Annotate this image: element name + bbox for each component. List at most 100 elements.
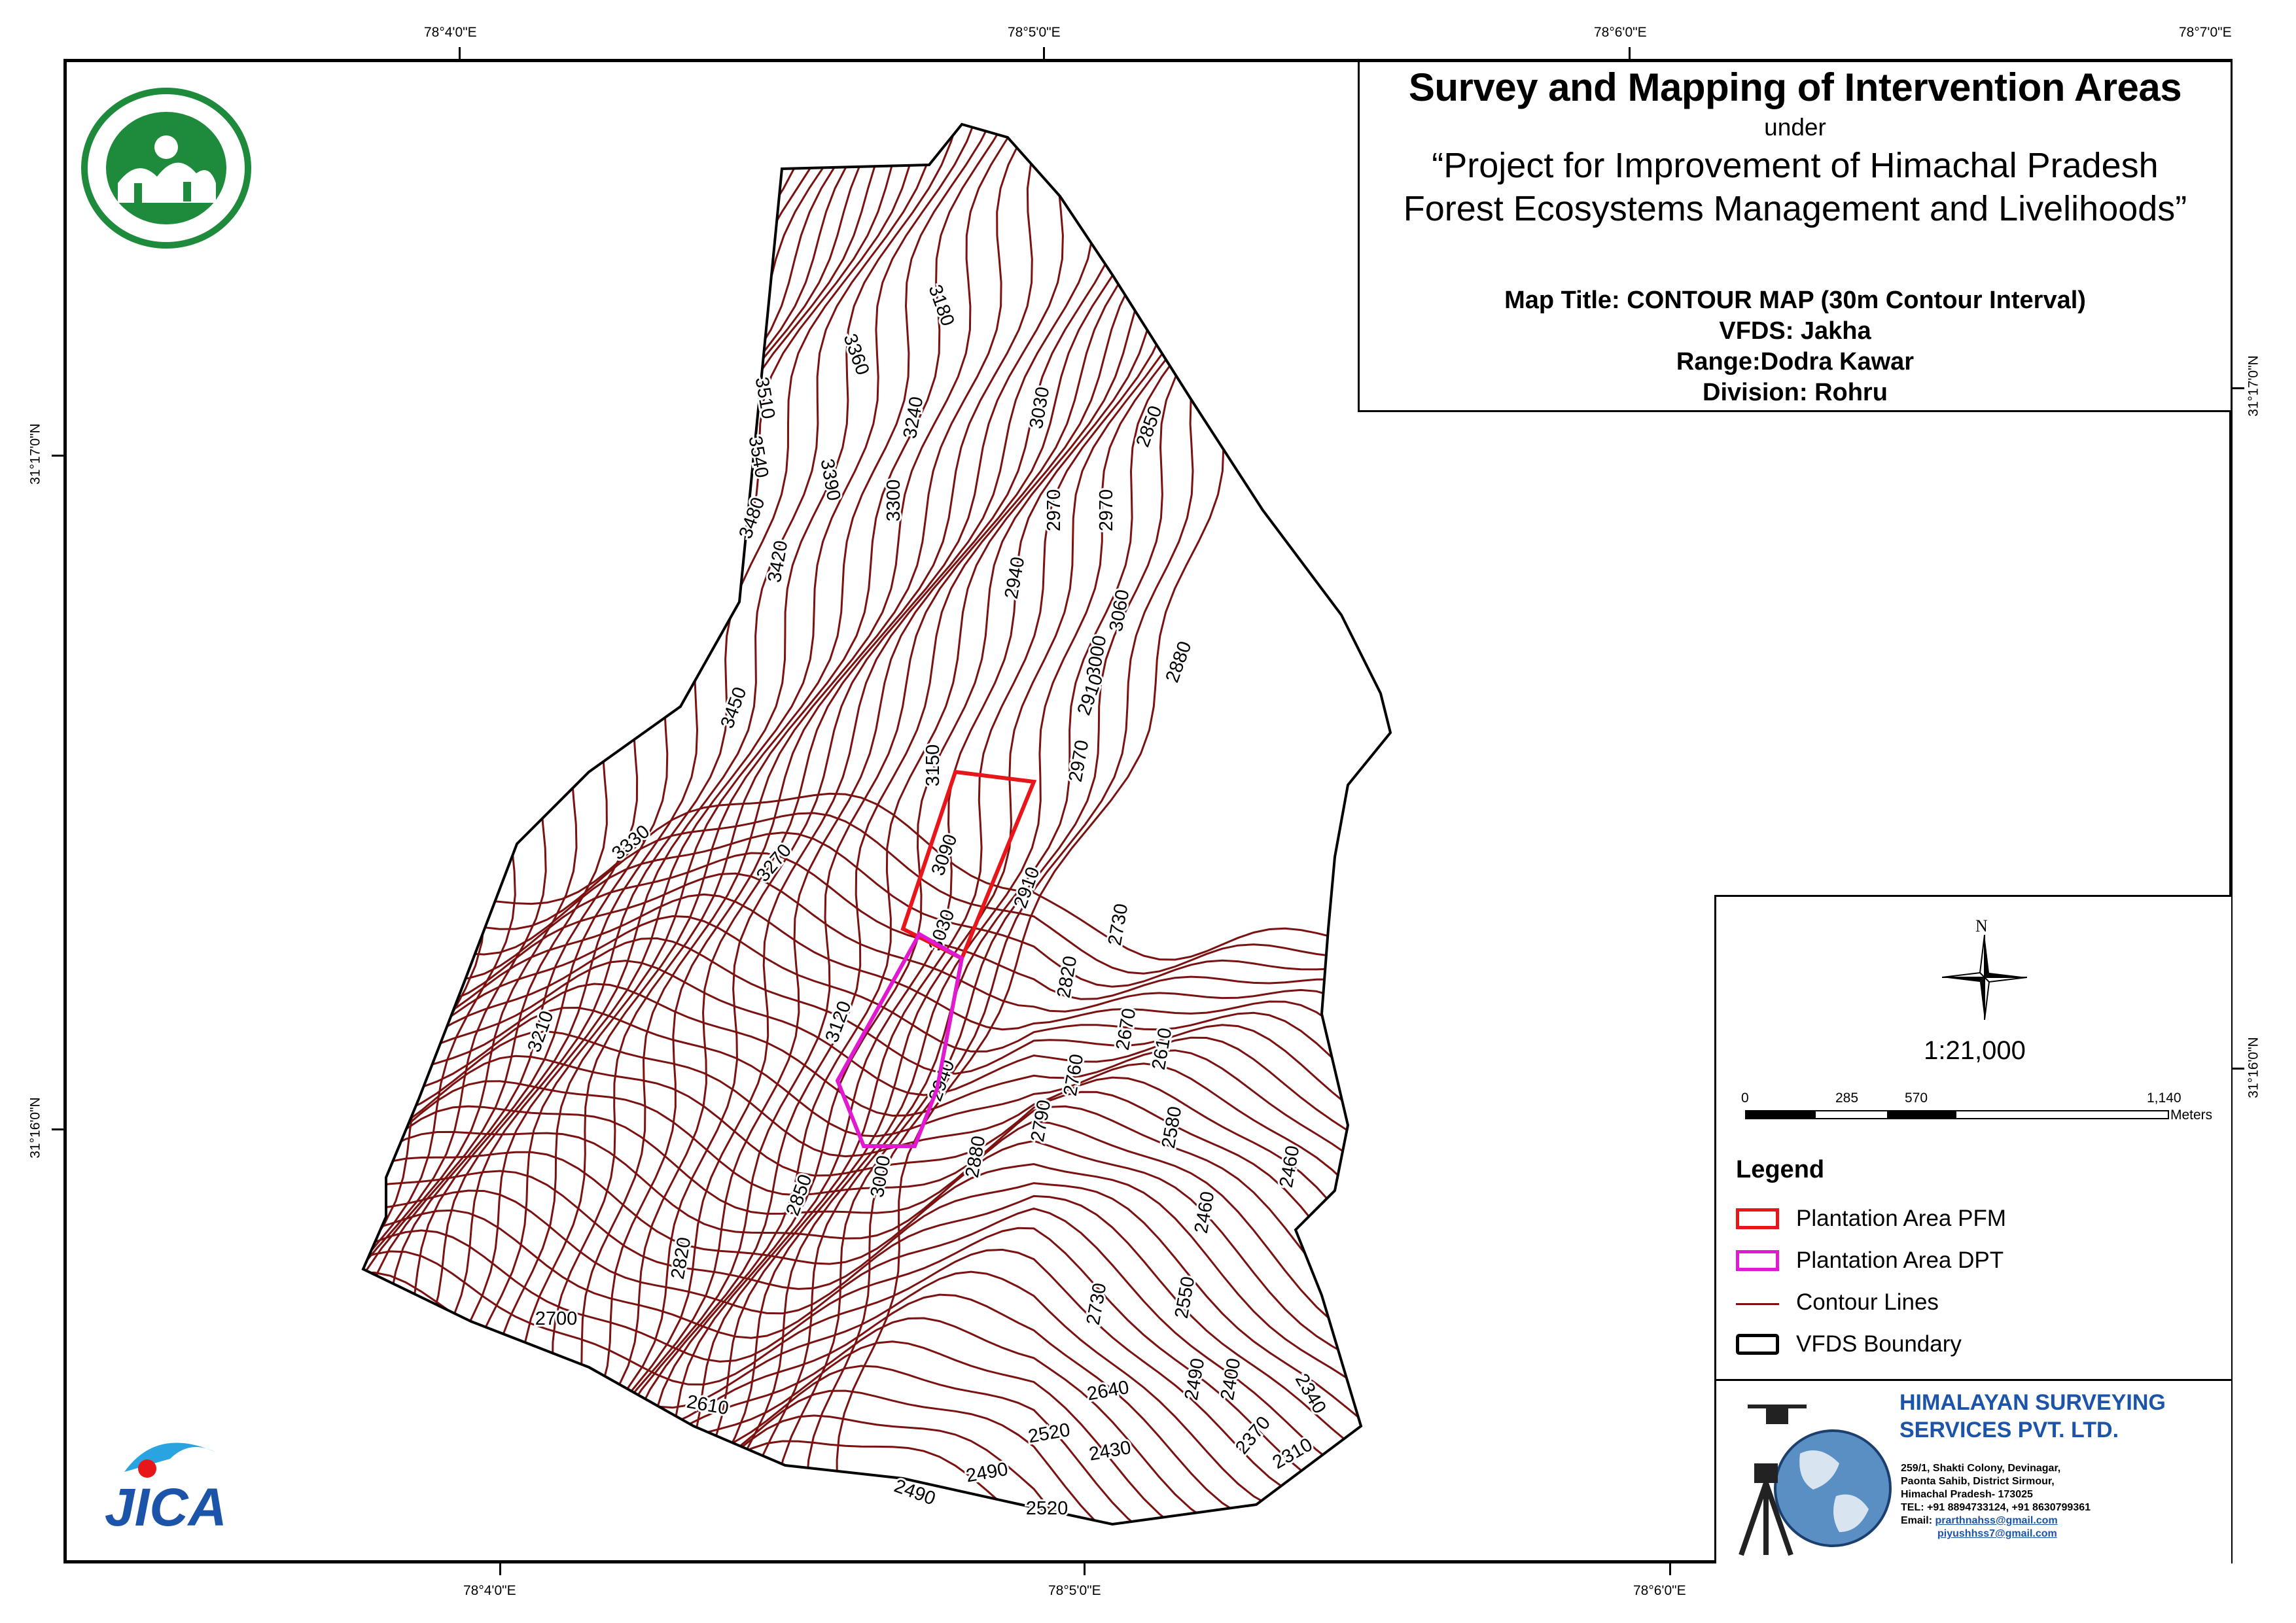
- contour-label: 3060: [1106, 588, 1134, 633]
- contour-line: [568, 124, 1125, 1524]
- contour-label: 2730: [1104, 902, 1133, 947]
- vfds-boundary: [361, 122, 1392, 1526]
- coord-top-3: 78°6'0"E: [1594, 25, 1647, 40]
- coord-top-1: 78°4'0"E: [424, 25, 477, 40]
- contour-label: 2910: [1073, 671, 1107, 718]
- company-address: 259/1, Shakti Colony, Devinagar, Paonta …: [1901, 1462, 2091, 1541]
- project-title-line-2: Forest Ecosystems Management and Livelih…: [1403, 189, 2187, 228]
- coord-top-4: 78°7'0"E: [2179, 25, 2232, 40]
- title-under: under: [1764, 114, 1826, 141]
- contour-label: 2460: [1276, 1144, 1304, 1189]
- contour-label: 3330: [608, 821, 654, 864]
- contour-label: 2490: [964, 1459, 1010, 1487]
- contour-line: [363, 1440, 1390, 1524]
- contour-label: 3390: [817, 457, 845, 502]
- map-title: Map Title: CONTOUR MAP (30m Contour Inte…: [1504, 287, 2086, 314]
- contour-label: 2370: [1231, 1412, 1275, 1458]
- contour-line: [775, 124, 1305, 1524]
- contour-line: [363, 1189, 1390, 1468]
- legend-label-dpt: Plantation Area DPT: [1796, 1248, 2004, 1273]
- contour-label: 2910: [1010, 864, 1044, 911]
- contour-line: [363, 1130, 1390, 1405]
- project-title-line-1: “Project for Improvement of Himachal Pra…: [1432, 146, 2159, 185]
- contour-line: [363, 960, 1390, 1199]
- company-address-line-3: Himachal Pradesh- 173025: [1901, 1489, 2033, 1500]
- jica-logo: JICA: [98, 1433, 249, 1544]
- contour-label: 2970: [1044, 489, 1065, 532]
- contour-line: [363, 983, 1390, 1240]
- legend-item-dpt: Plantation Area DPT: [1736, 1248, 2004, 1274]
- contour-line: [363, 1105, 1390, 1376]
- contour-label: 2700: [535, 1308, 578, 1329]
- contour-line: [363, 831, 1390, 1005]
- contour-label: 2970: [1096, 489, 1117, 532]
- coord-bottom-2: 78°5'0"E: [1048, 1583, 1101, 1598]
- contour-line: [667, 124, 1277, 1524]
- tick-right-1: [2233, 387, 2244, 389]
- legend-label-boundary: VFDS Boundary: [1796, 1331, 1962, 1357]
- tick-left-1: [52, 455, 63, 457]
- contour-label: 2940: [1001, 555, 1029, 601]
- map-main-title: Survey and Mapping of Intervention Areas: [1408, 65, 2182, 109]
- contour-line: [363, 852, 1390, 1043]
- contour-line: [363, 1414, 1390, 1524]
- legend-swatch-dpt: [1736, 1250, 1779, 1271]
- contour-label: 3510: [751, 375, 779, 421]
- contour-line: [531, 124, 1070, 1524]
- company-block: HIMALAYAN SURVEYING SERVICES PVT. LTD. 2…: [1714, 1379, 2231, 1563]
- tick-right-2: [2233, 1068, 2244, 1070]
- contour-line: [363, 1227, 1390, 1492]
- legend-title: Legend: [1736, 1156, 1825, 1183]
- contour-line: [363, 893, 1390, 1112]
- coord-top-2: 78°5'0"E: [1008, 25, 1061, 40]
- contour-line: [619, 124, 1216, 1524]
- contour-label: 2730: [1083, 1282, 1111, 1327]
- range-name: Range:Dodra Kawar: [1676, 348, 1915, 375]
- contour-line: [634, 124, 1242, 1524]
- contour-line: [604, 124, 1186, 1524]
- contour-line: [363, 124, 881, 1524]
- north-label: N: [1975, 916, 1988, 935]
- legend-item-contour: Contour Lines: [1736, 1289, 1939, 1316]
- contour-line: [363, 1151, 1390, 1434]
- surveyor-globe-logo: [1739, 1405, 1892, 1556]
- forest-department-logo: [79, 85, 254, 252]
- contour-line: [368, 124, 911, 1524]
- contour-label: 2550: [1171, 1275, 1199, 1320]
- contour-line: [468, 124, 978, 1524]
- contour-label: 3540: [745, 434, 773, 480]
- contour-label: 2460: [1191, 1190, 1219, 1235]
- scale-tick-1: 285: [1835, 1091, 1859, 1106]
- contour-label: 2580: [1158, 1105, 1186, 1150]
- contour-line: [452, 124, 959, 1524]
- contour-line: [363, 872, 1390, 1081]
- company-email-1[interactable]: prarthnahss@gmail.com: [1935, 1515, 2058, 1526]
- scale-tick-0: 0: [1741, 1091, 1749, 1106]
- contour-line: [363, 124, 899, 1524]
- contour-line: [399, 124, 925, 1524]
- contour-line: [363, 1365, 1390, 1524]
- jica-wordmark: JICA: [105, 1478, 227, 1537]
- legend-swatch-boundary: [1736, 1334, 1779, 1355]
- contour-line: [363, 1340, 1390, 1524]
- company-address-line-1: 259/1, Shakti Colony, Devinagar,: [1901, 1463, 2061, 1474]
- contour-line: [363, 1080, 1390, 1353]
- contour-label: 2340: [1291, 1370, 1330, 1418]
- company-email-2[interactable]: piyushhss7@gmail.com: [1937, 1528, 2057, 1539]
- contour-lines: [363, 124, 1390, 1524]
- contour-label: 2400: [1217, 1357, 1245, 1402]
- company-name-line-1: HIMALAYAN SURVEYING: [1899, 1390, 2166, 1415]
- scale-ratio: 1:21,000: [1924, 1036, 2026, 1065]
- project-title: “Project for Improvement of Himachal Pra…: [1360, 144, 2231, 230]
- company-email-row: Email: prarthnahss@gmail.com: [1901, 1514, 2091, 1527]
- contour-line: [504, 124, 1035, 1524]
- legend-label-contour: Contour Lines: [1796, 1289, 1939, 1315]
- contour-label: 3450: [716, 684, 751, 731]
- tick-top-1: [459, 47, 461, 59]
- legend-swatch-pfm: [1736, 1208, 1779, 1229]
- scale-bar: [1745, 1110, 2169, 1119]
- company-name-line-2: SERVICES PVT. LTD.: [1899, 1418, 2119, 1442]
- legend-swatch-contour: [1736, 1302, 1779, 1305]
